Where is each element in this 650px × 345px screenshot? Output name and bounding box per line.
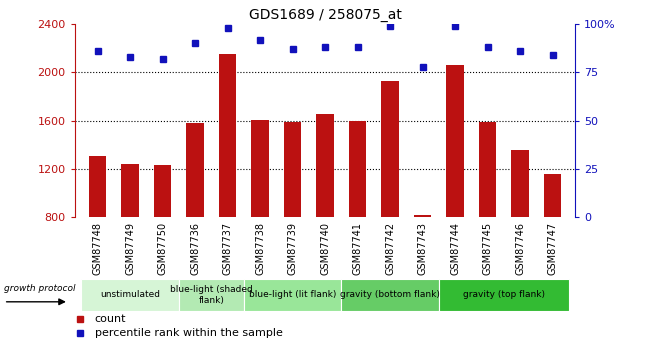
Text: growth protocol: growth protocol: [4, 284, 75, 293]
Text: GSM87750: GSM87750: [157, 222, 168, 275]
Text: GSM87742: GSM87742: [385, 222, 395, 275]
Text: blue-light (lit flank): blue-light (lit flank): [249, 290, 336, 299]
Text: GSM87737: GSM87737: [222, 222, 233, 275]
Bar: [341, 279, 439, 311]
Bar: [316, 114, 334, 217]
Text: GSM87748: GSM87748: [92, 222, 103, 275]
Text: GSM87746: GSM87746: [515, 222, 525, 275]
Bar: [153, 165, 172, 217]
Bar: [283, 122, 302, 217]
Text: GSM87741: GSM87741: [352, 222, 363, 275]
Bar: [413, 215, 432, 217]
Bar: [218, 54, 237, 217]
Bar: [251, 119, 269, 217]
Bar: [81, 279, 179, 311]
Text: gravity (bottom flank): gravity (bottom flank): [340, 290, 440, 299]
Text: GSM87745: GSM87745: [482, 222, 493, 275]
Bar: [186, 123, 204, 217]
Bar: [478, 122, 497, 217]
Bar: [121, 164, 139, 217]
Bar: [543, 174, 562, 217]
Bar: [439, 279, 569, 311]
Bar: [244, 279, 341, 311]
Title: GDS1689 / 258075_at: GDS1689 / 258075_at: [248, 8, 402, 22]
Text: count: count: [95, 314, 126, 324]
Text: gravity (top flank): gravity (top flank): [463, 290, 545, 299]
Text: blue-light (shaded
flank): blue-light (shaded flank): [170, 285, 253, 305]
Text: GSM87747: GSM87747: [547, 222, 558, 275]
Bar: [88, 156, 107, 217]
Bar: [381, 81, 399, 217]
Text: GSM87749: GSM87749: [125, 222, 135, 275]
Bar: [348, 121, 367, 217]
Bar: [511, 150, 529, 217]
Text: unstimulated: unstimulated: [100, 290, 160, 299]
Bar: [179, 279, 244, 311]
Text: percentile rank within the sample: percentile rank within the sample: [95, 328, 283, 338]
Text: GSM87738: GSM87738: [255, 222, 265, 275]
Text: GSM87736: GSM87736: [190, 222, 200, 275]
Text: GSM87739: GSM87739: [287, 222, 298, 275]
Text: GSM87744: GSM87744: [450, 222, 460, 275]
Text: GSM87743: GSM87743: [417, 222, 428, 275]
Bar: [446, 65, 464, 217]
Text: GSM87740: GSM87740: [320, 222, 330, 275]
